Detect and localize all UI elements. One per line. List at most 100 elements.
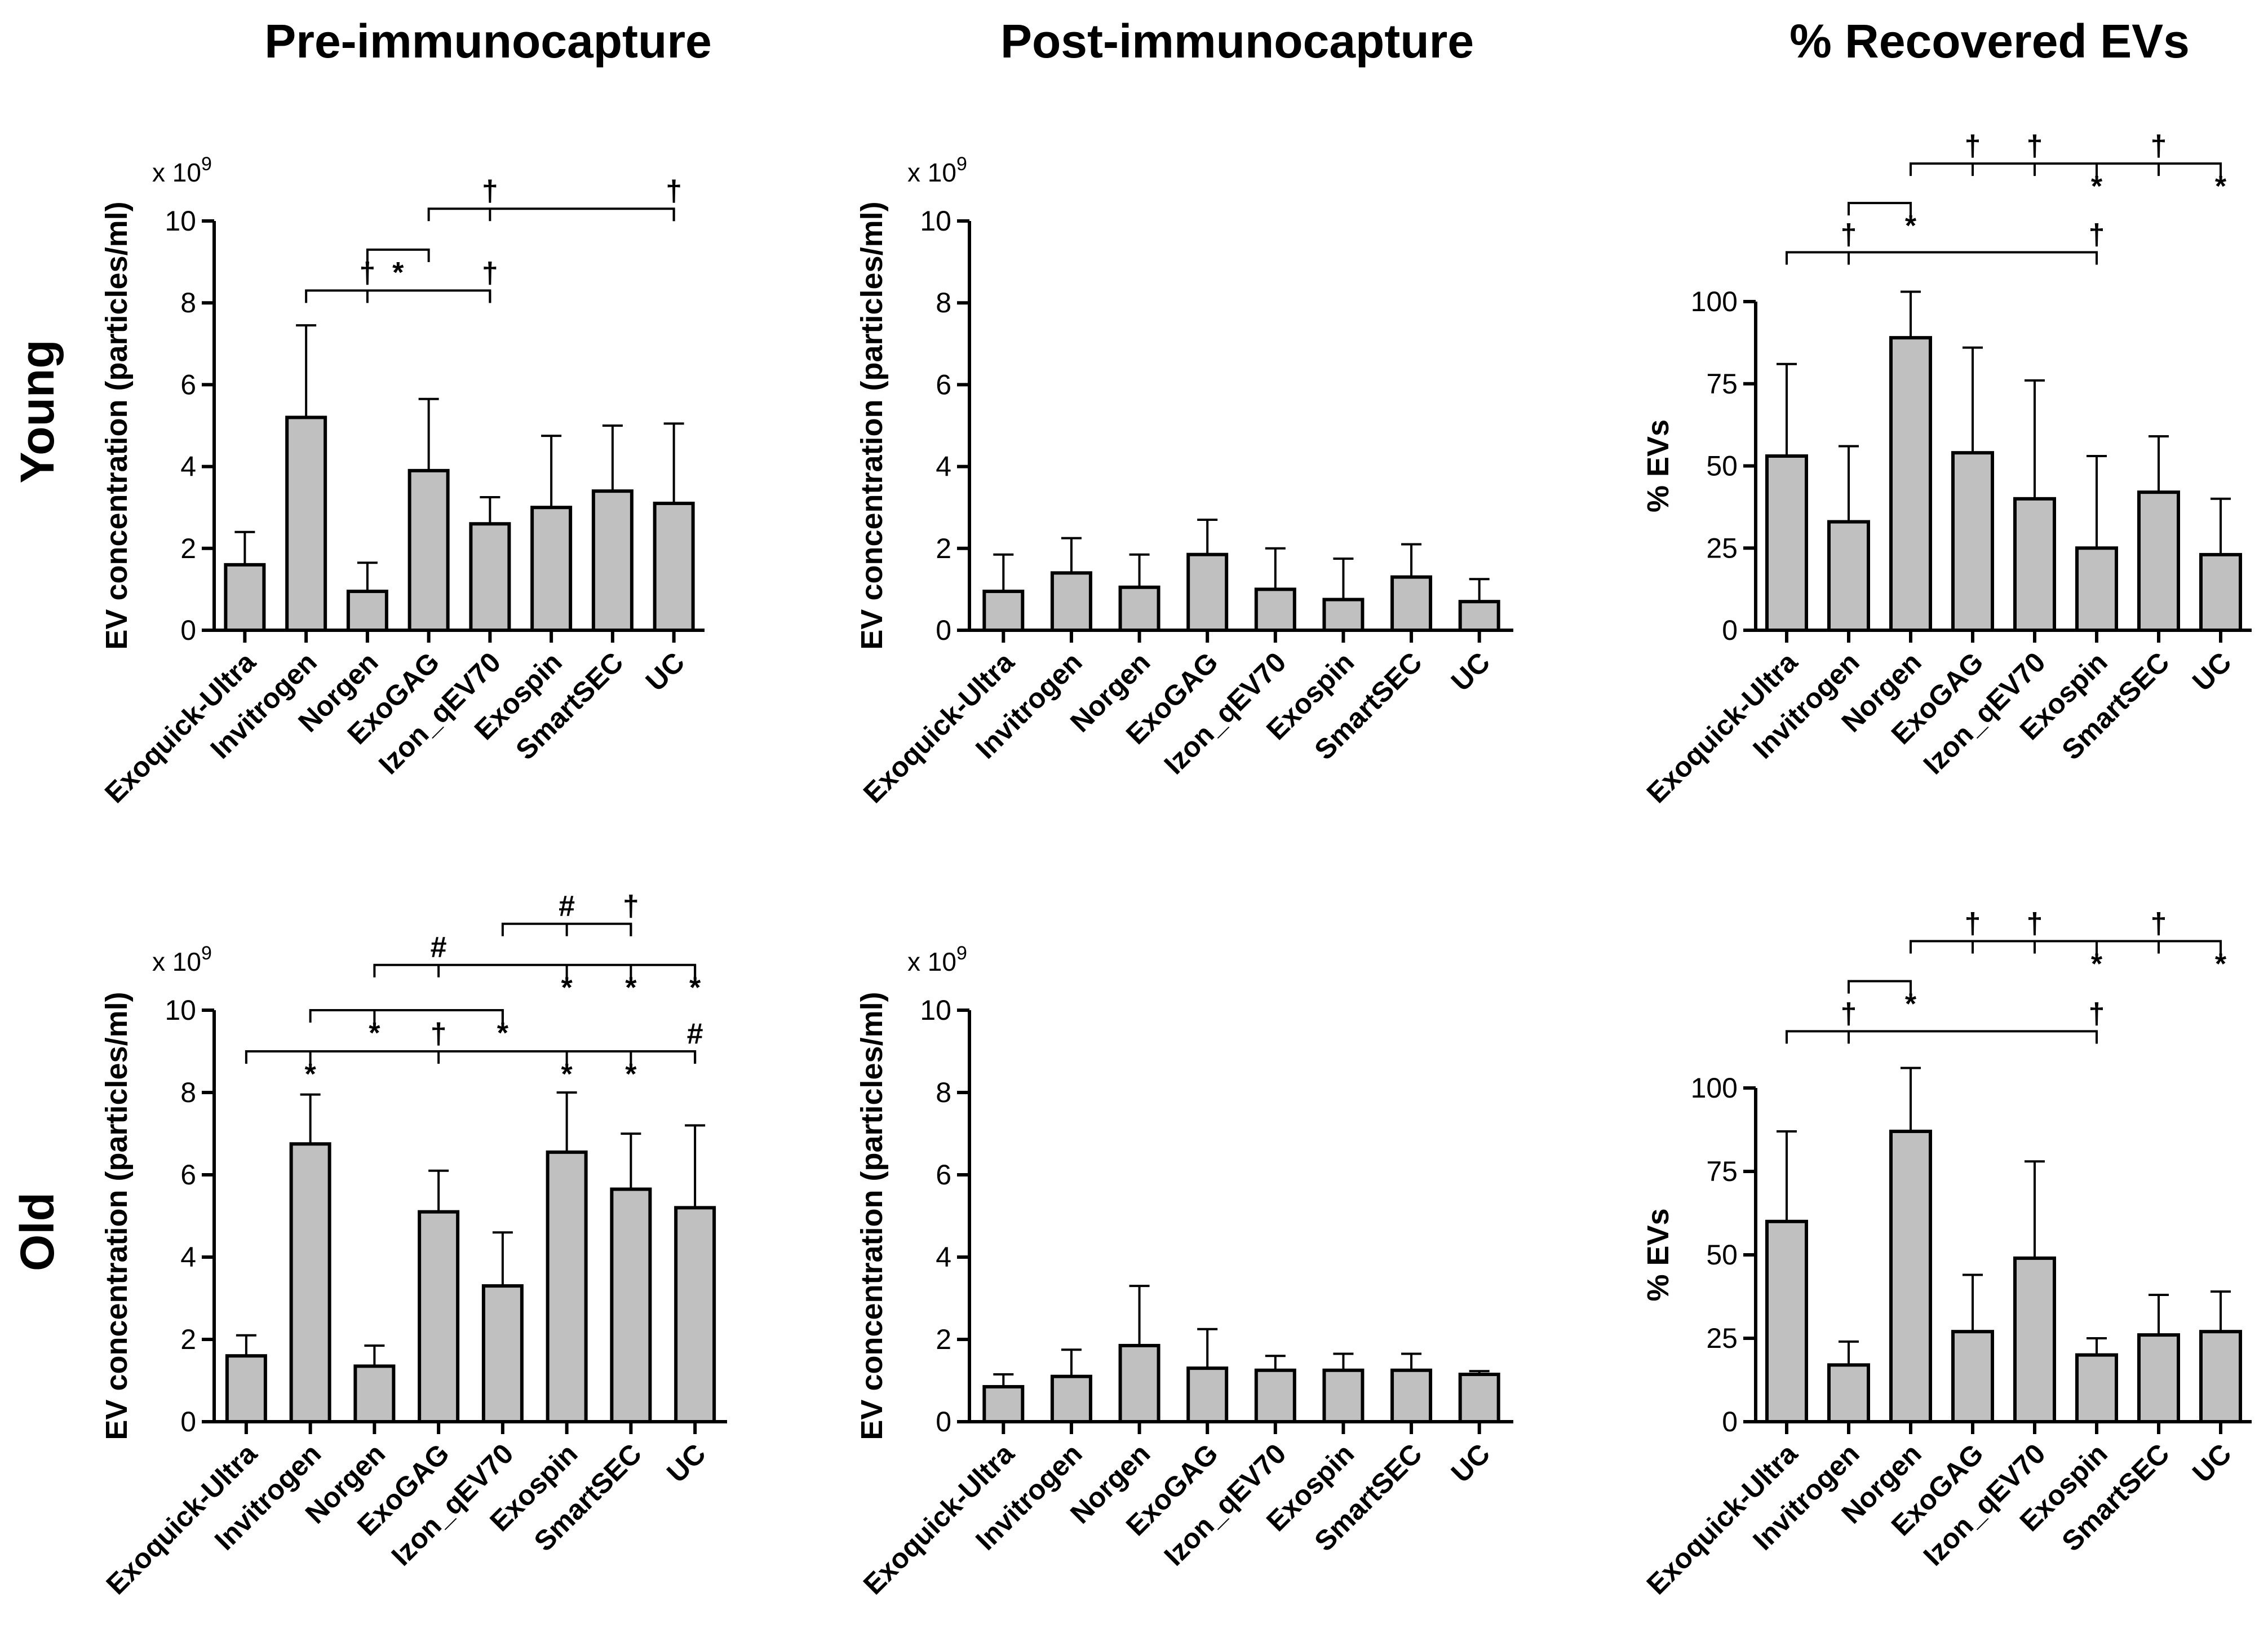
y-tick-label: 10 (920, 205, 951, 237)
y-tick-label: 10 (920, 994, 951, 1026)
significance-bracket (1848, 202, 1912, 216)
y-multiplier: x 109 (907, 153, 967, 187)
significance-symbol: † (1965, 130, 1981, 162)
bar-smartsec (2137, 1333, 2180, 1424)
y-tick-label: 6 (180, 369, 196, 400)
y-tick-label: 0 (936, 1406, 951, 1437)
column-title-post: Post-immunocapture (1000, 15, 1474, 68)
bar-exospin (530, 506, 573, 632)
bar-smartsec (610, 1187, 652, 1424)
y-multiplier-exponent: 9 (201, 943, 212, 964)
bar-invitrogen (285, 415, 327, 632)
bar-norgen (1889, 336, 1932, 632)
significance-symbol: † (1965, 908, 1981, 940)
y-tick-label: 0 (936, 614, 951, 646)
y-tick-label: 6 (936, 369, 951, 400)
significance-symbol: * (369, 1017, 380, 1050)
row-label-old: Old (11, 1192, 64, 1271)
y-tick-label: 10 (165, 994, 196, 1026)
y-tick-label: 10 (165, 205, 196, 237)
bar-exogag (1951, 1330, 1994, 1423)
bar-exoquick-ultra (224, 563, 266, 632)
y-multiplier-exponent: 9 (956, 153, 967, 175)
significance-symbol: † (2089, 997, 2105, 1030)
y-axis-label: % EVs (1641, 1208, 1675, 1301)
y-tick-label: 6 (180, 1159, 196, 1191)
y-axis-label: EV concentration (particles/ml) (855, 992, 889, 1440)
y-multiplier: x 109 (152, 153, 212, 187)
bar-exoquick-ultra (982, 590, 1025, 632)
y-tick-label: 75 (1706, 368, 1738, 400)
chart-young-post-immunocapture: 0 2 4 6 8 10 EV concentration (particles/ml) x … (855, 153, 1513, 809)
significance-symbol: # (687, 1018, 703, 1050)
significance-symbol: * (2091, 948, 2103, 981)
significance-symbol: † (2151, 130, 2167, 162)
bar-norgen (1889, 1129, 1932, 1423)
y-multiplier-exponent: 9 (201, 153, 212, 175)
y-tick-label: 8 (180, 287, 196, 319)
y-tick-label: 2 (180, 533, 196, 564)
significance-symbol: * (1905, 988, 1917, 1021)
significance-bracket (373, 963, 697, 977)
y-tick-label: 6 (936, 1159, 951, 1191)
bar-norgen (353, 1364, 396, 1423)
x-tick-label: UC (1445, 646, 1496, 697)
bar-uc (1458, 600, 1500, 632)
bar-exogag (1186, 552, 1229, 632)
significance-bracket (427, 207, 675, 222)
significance-symbol: † (623, 890, 639, 923)
x-tick-label: UC (640, 646, 691, 697)
y-multiplier: x 109 (907, 943, 967, 976)
significance-symbol: * (625, 1058, 637, 1091)
y-axis-label: EV concentration (particles/ml) (855, 201, 889, 649)
significance-symbol: † (1841, 219, 1857, 251)
y-tick-label: 0 (1722, 1406, 1738, 1437)
bar-smartsec (1390, 575, 1433, 632)
significance-symbol: * (561, 1058, 573, 1091)
significance-bracket (1786, 251, 2098, 265)
bar-exogag (1186, 1366, 1229, 1424)
y-axis-label: % EVs (1641, 419, 1675, 512)
bar-invitrogen (1827, 1363, 1870, 1424)
bar-exoquick-ultra (982, 1385, 1025, 1423)
significance-symbol: † (431, 1018, 447, 1050)
bar-smartsec (1390, 1368, 1433, 1423)
significance-symbol: † (2089, 219, 2105, 251)
column-title-pre: Pre-immunocapture (264, 15, 712, 68)
y-tick-label: 0 (180, 1406, 196, 1437)
bar-invitrogen (1050, 571, 1092, 632)
column-title-recovered: % Recovered EVs (1789, 15, 2190, 68)
significance-symbol: * (392, 256, 404, 289)
bar-uc (1458, 1373, 1500, 1424)
y-tick-label: 2 (180, 1324, 196, 1355)
significance-bracket (305, 289, 491, 303)
bar-exoquick-ultra (225, 1354, 267, 1423)
y-tick-label: 4 (936, 1241, 951, 1273)
significance-symbol: # (431, 931, 447, 964)
chart-old-pre-immunocapture: 0 2 4 6 8 10 EV concentration (particles/ml) x … (100, 890, 727, 1600)
bar-invitrogen (1050, 1374, 1092, 1423)
significance-symbol: * (561, 972, 573, 1005)
y-tick-label: 8 (936, 1077, 951, 1108)
chart-old-post-immunocapture: 0 2 4 6 8 10 EV concentration (particles/ml) x … (855, 943, 1513, 1600)
bar-smartsec (591, 489, 634, 632)
y-tick-label: 50 (1706, 450, 1738, 482)
x-tick-label: UC (2186, 646, 2238, 697)
bar-izon-qev70 (469, 522, 511, 632)
bar-norgen (1118, 585, 1160, 632)
significance-bracket (1910, 940, 2222, 954)
y-tick-label: 8 (180, 1077, 196, 1108)
significance-symbol: * (689, 972, 701, 1005)
y-tick-label: 100 (1691, 286, 1738, 317)
bar-exogag (407, 468, 450, 632)
bar-uc (2199, 552, 2242, 632)
bar-uc (653, 501, 695, 632)
y-tick-label: 100 (1691, 1072, 1738, 1104)
row-label-young: Young (11, 339, 64, 483)
bar-izon-qev70 (1254, 587, 1296, 632)
bar-norgen (346, 590, 388, 632)
significance-bracket (366, 248, 430, 262)
bar-exospin (546, 1150, 588, 1423)
y-axis-label: EV concentration (particles/ml) (100, 201, 134, 649)
